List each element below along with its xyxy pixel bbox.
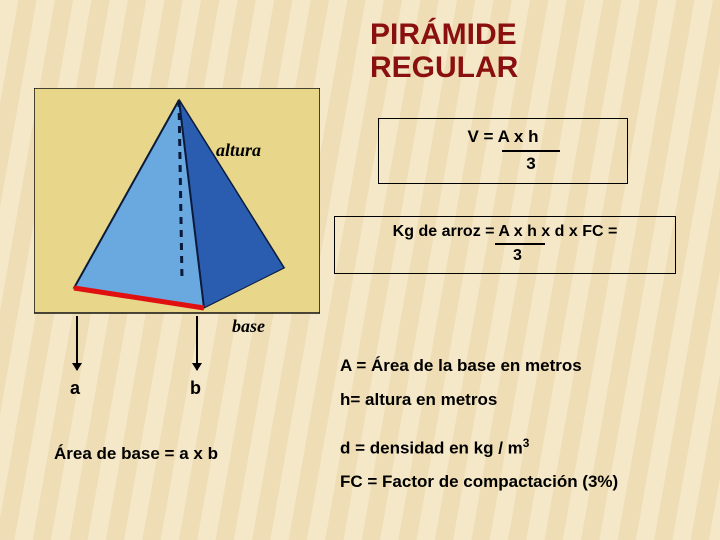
- kg-formula-line: Kg de arroz = A x h x d x FC =: [393, 223, 618, 240]
- pyramid-figure: altura base: [34, 88, 320, 348]
- title-line-2: REGULAR: [370, 51, 518, 84]
- arrow-b-icon: [196, 316, 198, 370]
- kg-formula-box: Kg de arroz = A x h x d x FC = 3: [334, 216, 676, 274]
- area-base-formula: Área de base = a x b: [54, 444, 218, 464]
- volume-numerator: V = A x h: [467, 127, 538, 146]
- base-label: base: [232, 316, 265, 337]
- label-a: a: [70, 378, 80, 399]
- pyramid-svg: [34, 88, 320, 348]
- def-density-sup: 3: [523, 436, 530, 450]
- def-density: d = densidad en kg / m3: [340, 436, 529, 459]
- page-title: PIRÁMIDE REGULAR: [370, 18, 518, 84]
- def-height: h= altura en metros: [340, 390, 497, 410]
- kg-denominator: 3: [335, 247, 675, 265]
- volume-formula-box: V = A x h 3: [378, 118, 628, 184]
- altura-label: altura: [216, 140, 261, 161]
- def-area: A = Área de la base en metros: [340, 356, 582, 376]
- title-line-1: PIRÁMIDE: [370, 18, 517, 51]
- def-fc: FC = Factor de compactación (3%): [340, 472, 618, 492]
- fraction-line-icon: [502, 150, 560, 152]
- volume-denominator: 3: [407, 154, 655, 174]
- label-b: b: [190, 378, 201, 399]
- fraction-line-icon: [495, 243, 545, 245]
- def-density-text: d = densidad en kg / m: [340, 439, 523, 458]
- arrow-a-icon: [76, 316, 78, 370]
- slide-content: PIRÁMIDE REGULAR altura base V = A: [0, 0, 720, 540]
